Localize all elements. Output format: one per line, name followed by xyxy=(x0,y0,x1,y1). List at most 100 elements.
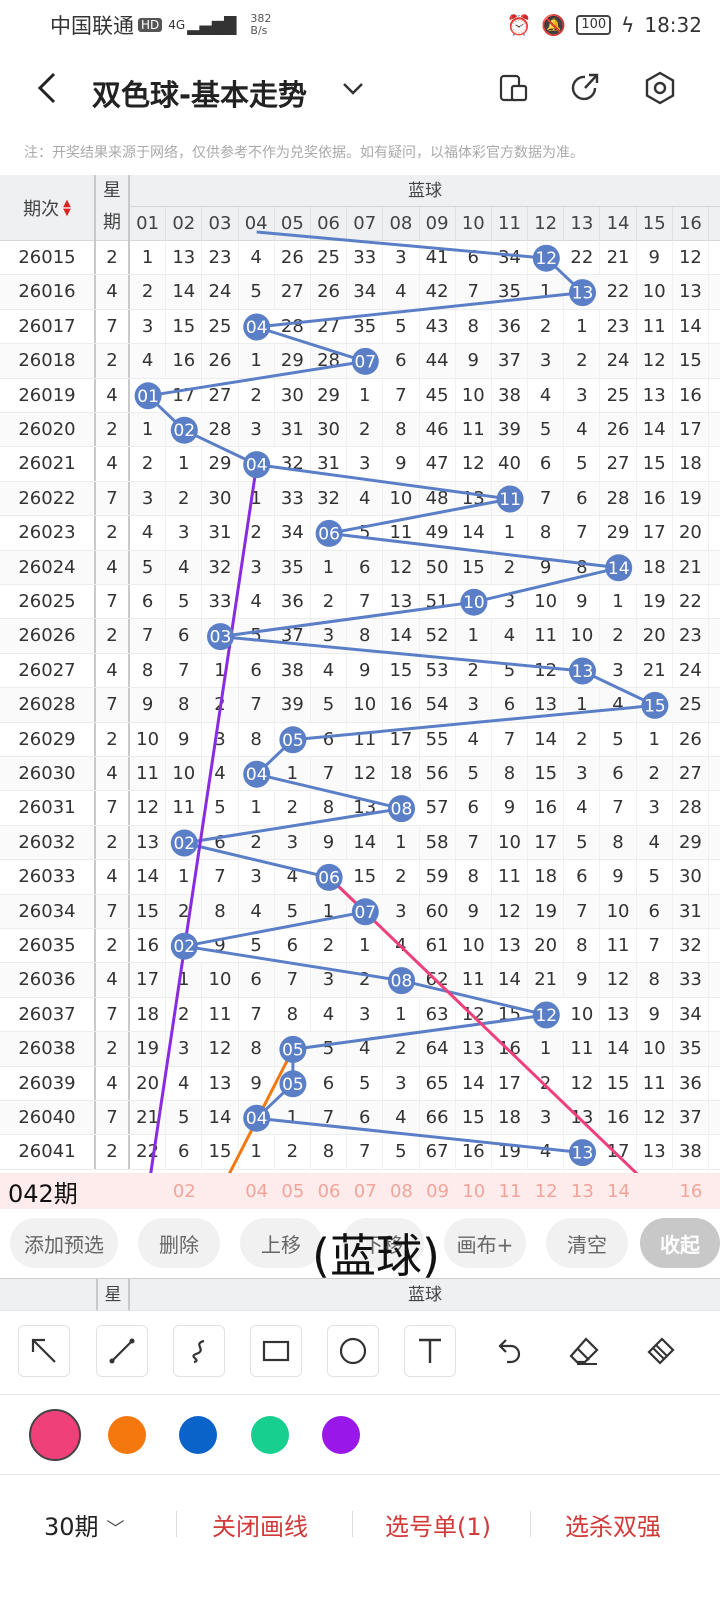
undo-icon[interactable] xyxy=(481,1325,533,1377)
divider xyxy=(176,1511,177,1537)
pick-list-button[interactable]: 选号单(1) xyxy=(385,1513,491,1541)
circle-icon[interactable] xyxy=(327,1325,379,1377)
prediction-cell[interactable]: 08 xyxy=(389,1180,413,1202)
close-drawing-button[interactable]: 关闭画线 xyxy=(212,1513,308,1541)
omission-cell: 19 xyxy=(637,585,673,619)
omission-cell: 12 xyxy=(673,241,709,275)
omission-cell: 7 xyxy=(239,997,275,1032)
curve-icon[interactable] xyxy=(173,1325,225,1377)
omission-cell: 2 xyxy=(239,825,275,860)
canvas-button[interactable]: 画布+ xyxy=(444,1218,526,1268)
kill-numbers-button[interactable]: 选杀双强 xyxy=(565,1513,661,1541)
omission-cell: 3 xyxy=(202,722,239,756)
omission-cell: 12 xyxy=(528,653,565,688)
period-column-header[interactable]: 期次 ▲ ▼ xyxy=(0,175,96,241)
omission-cell: 7 xyxy=(275,963,311,997)
omission-cell: 37 xyxy=(673,1101,709,1135)
omission-cell: 12 xyxy=(456,997,492,1032)
eraser-icon[interactable] xyxy=(558,1325,610,1377)
period-count-dropdown[interactable]: 30期 ﹀ xyxy=(44,1507,125,1542)
clear-brush-icon[interactable] xyxy=(636,1325,688,1377)
prediction-cell[interactable]: 02 xyxy=(172,1180,196,1202)
settings-icon[interactable] xyxy=(642,70,678,106)
week-cell: 7 xyxy=(96,791,130,825)
omission-cell: 1 xyxy=(130,413,167,447)
omission-cell: 21 xyxy=(637,653,673,688)
omission-cell: 17 xyxy=(600,1135,637,1169)
omission-cell: 20 xyxy=(130,1066,167,1100)
omission-cell: 16 xyxy=(130,929,167,963)
arrow-icon[interactable] xyxy=(18,1325,70,1377)
period-cell: 26024 xyxy=(0,550,96,584)
device-switch-icon[interactable] xyxy=(496,70,532,106)
back-arrow-icon[interactable] xyxy=(30,68,64,108)
omission-cell: 9 xyxy=(528,550,565,584)
omission-cell: 16 xyxy=(492,1032,529,1066)
clear-button[interactable]: 清空 xyxy=(546,1218,628,1268)
omission-cell: 4 xyxy=(347,481,384,516)
color-swatch-blue[interactable] xyxy=(179,1416,217,1454)
add-preselect-button[interactable]: 添加预选 xyxy=(10,1218,118,1268)
omission-cell: 7 xyxy=(311,1101,348,1135)
omission-cell: 15 xyxy=(166,309,203,344)
omission-cell: 11 xyxy=(130,757,167,791)
prediction-cell[interactable]: 05 xyxy=(281,1180,305,1202)
omission-cell: 47 xyxy=(420,447,456,481)
prediction-cell[interactable]: 07 xyxy=(353,1180,377,1202)
period-cell: 26040 xyxy=(0,1101,96,1135)
prediction-cell[interactable]: 10 xyxy=(462,1180,486,1202)
omission-cell: 3 xyxy=(564,378,601,412)
omission-cell: 44 xyxy=(420,344,456,378)
omission-cell: 12 xyxy=(383,550,420,584)
omission-cell: 1 xyxy=(239,481,275,516)
prediction-cell[interactable]: 09 xyxy=(426,1180,450,1202)
omission-cell: 1 xyxy=(166,447,203,481)
title-bar: 双色球-基本走势 xyxy=(0,50,720,130)
omission-cell: 14 xyxy=(166,275,203,309)
line-icon[interactable] xyxy=(96,1325,148,1377)
omission-cell: 1 xyxy=(347,929,384,963)
omission-cell: 1 xyxy=(239,1135,275,1169)
omission-cell: 9 xyxy=(383,447,420,481)
share-icon[interactable] xyxy=(567,70,603,106)
omission-cell: 1 xyxy=(166,963,203,997)
move-up-button[interactable]: 上移 xyxy=(240,1218,322,1268)
omission-cell: 12 xyxy=(637,344,673,378)
week-cell: 4 xyxy=(96,860,130,894)
omission-cell: 20 xyxy=(673,516,709,550)
omission-cell: 7 xyxy=(637,929,673,963)
omission-cell: 3 xyxy=(528,1101,565,1135)
omission-cell: 2 xyxy=(275,791,311,825)
color-swatch-purple[interactable] xyxy=(322,1416,360,1454)
delete-button[interactable]: 删除 xyxy=(138,1218,220,1268)
color-swatch-orange[interactable] xyxy=(107,1416,146,1454)
color-swatch-green[interactable] xyxy=(250,1416,289,1454)
text-icon[interactable] xyxy=(404,1325,456,1377)
omission-cell: 9 xyxy=(492,791,529,825)
prediction-cell[interactable]: 11 xyxy=(498,1180,522,1202)
prediction-cell[interactable]: 12 xyxy=(534,1180,558,1202)
omission-cell: 2 xyxy=(166,894,203,928)
omission-cell: 33 xyxy=(275,481,311,516)
chevron-down-icon[interactable] xyxy=(338,74,368,104)
omission-cell: 5 xyxy=(311,1032,348,1066)
prediction-cell[interactable]: 14 xyxy=(607,1180,630,1202)
omission-cell: 27 xyxy=(311,309,348,344)
omission-cell: 12 xyxy=(492,894,529,928)
rectangle-icon[interactable] xyxy=(250,1325,302,1377)
prediction-cell[interactable]: 16 xyxy=(679,1180,703,1202)
sort-icon[interactable]: ▲ ▼ xyxy=(63,198,71,218)
omission-cell: 1 xyxy=(383,825,420,860)
prediction-cell[interactable]: 13 xyxy=(570,1180,594,1202)
prediction-cell[interactable]: 06 xyxy=(317,1180,341,1202)
omission-cell: 4 xyxy=(311,653,348,688)
move-down-button[interactable]: 下移 xyxy=(342,1218,424,1268)
omission-cell: 13 xyxy=(383,585,420,619)
omission-cell: 28 xyxy=(673,791,709,825)
omission-cell: 14 xyxy=(492,963,529,997)
collapse-button[interactable]: 收起 xyxy=(640,1218,720,1268)
omission-cell: 3 xyxy=(311,619,348,653)
omission-cell: 36 xyxy=(492,309,529,344)
color-swatch-pink[interactable] xyxy=(29,1409,81,1461)
prediction-cell[interactable]: 04 xyxy=(245,1180,269,1202)
